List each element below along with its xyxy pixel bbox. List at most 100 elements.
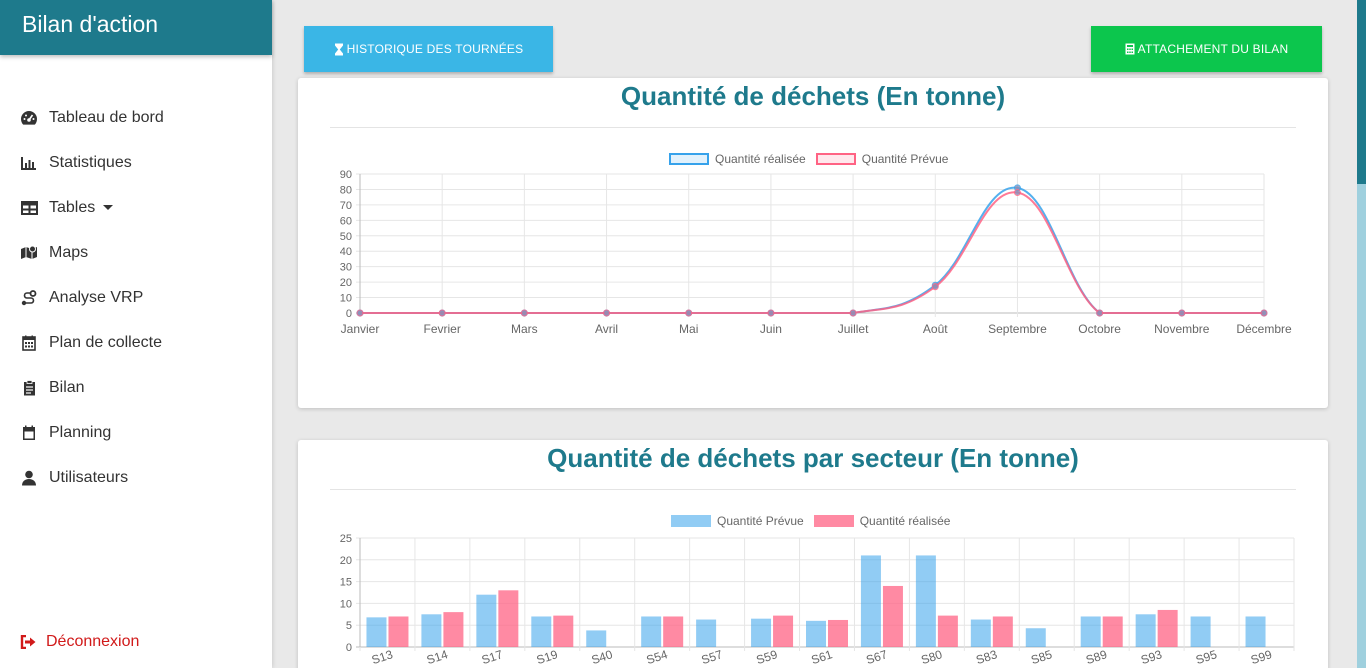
x-tick-label: Décembre <box>1236 322 1292 336</box>
x-tick-label: Juin <box>760 322 782 336</box>
x-tick-label: S54 <box>645 647 670 667</box>
x-tick-label: Juillet <box>838 322 869 336</box>
legend-swatch <box>669 153 709 165</box>
user-icon <box>20 469 38 487</box>
sidebar: Bilan d'action Tableau de bord Statistiq… <box>0 0 272 668</box>
legend-label: Quantité réalisée <box>859 514 951 528</box>
page-scrollbar[interactable] <box>1357 0 1366 668</box>
table-icon <box>20 199 38 217</box>
data-point <box>356 309 364 317</box>
legend-item[interactable]: Quantité Prévue <box>815 152 949 166</box>
divider <box>330 489 1296 490</box>
sidebar-item-analyse-vrp[interactable]: Analyse VRP <box>0 275 272 320</box>
y-tick-label: 90 <box>340 169 352 181</box>
y-tick-label: 20 <box>340 277 352 289</box>
bar <box>388 616 409 647</box>
y-tick-label: 10 <box>340 293 352 305</box>
calculator-icon <box>1125 43 1135 55</box>
sidebar-item-planning[interactable]: Planning <box>0 410 272 455</box>
sidebar-item-label: Planning <box>49 423 112 441</box>
x-tick-label: S19 <box>535 647 560 667</box>
sidebar-item-label: Bilan <box>49 378 85 396</box>
bar <box>1102 616 1123 647</box>
attachment-button-label: ATTACHEMENT DU BILAN <box>1137 42 1289 56</box>
sidebar-item-bilan[interactable]: Bilan <box>0 365 272 410</box>
chart-title: Quantité de déchets par secteur (En tonn… <box>547 443 1079 473</box>
bar <box>663 616 684 647</box>
bar <box>641 616 662 647</box>
sidebar-item-maps[interactable]: Maps <box>0 230 272 275</box>
x-tick-label: Mars <box>511 322 538 336</box>
series-line <box>360 191 1264 315</box>
sidebar-item-label: Plan de collecte <box>49 333 162 351</box>
x-tick-label: S59 <box>755 647 780 667</box>
route-icon <box>20 289 38 307</box>
x-tick-label: S40 <box>590 647 615 667</box>
x-tick-label: Septembre <box>988 322 1047 336</box>
y-tick-label: 40 <box>340 246 352 258</box>
sidebar-item-utilisateurs[interactable]: Utilisateurs <box>0 455 272 500</box>
y-tick-label: 60 <box>340 215 352 227</box>
bar <box>882 585 903 647</box>
calendar-icon <box>20 424 38 442</box>
legend-label: Quantité Prévue <box>861 152 949 166</box>
y-tick-label: 5 <box>346 620 352 632</box>
app-title[interactable]: Bilan d'action <box>0 0 272 55</box>
x-tick-label: S83 <box>974 647 999 667</box>
x-tick-label: S61 <box>809 647 834 667</box>
legend-item[interactable]: Quantité réalisée <box>669 152 806 166</box>
bar <box>696 619 717 647</box>
x-tick-label: S95 <box>1194 647 1219 667</box>
bar <box>531 616 552 647</box>
data-point <box>603 309 611 317</box>
logout-label: Déconnexion <box>46 633 140 650</box>
y-tick-label: 70 <box>340 200 352 212</box>
sidebar-item-label: Utilisateurs <box>49 468 129 486</box>
data-point <box>520 309 528 317</box>
x-tick-label: S17 <box>480 647 505 667</box>
legend-label: Quantité Prévue <box>717 514 804 528</box>
x-tick-label: S13 <box>370 647 395 667</box>
logout-link[interactable]: Déconnexion <box>20 633 139 651</box>
sign-out-icon <box>20 633 38 651</box>
data-point <box>1178 309 1186 317</box>
sidebar-item-label: Tables <box>49 198 96 216</box>
sidebar-item-tableau-de-bord[interactable]: Tableau de bord <box>0 95 272 140</box>
bar <box>443 612 464 647</box>
x-tick-label: S57 <box>700 647 725 667</box>
bar-chart: 0 5 10 15 20 25 S13 S14 S17 S19 S40 S54 S57 S59 S61 S67… <box>340 533 1295 667</box>
legend-item[interactable]: Quantité réalisée <box>813 514 951 528</box>
sidebar-item-tables[interactable]: Tables <box>0 185 272 230</box>
sidebar-item-plan-de-collecte[interactable]: Plan de collecte <box>0 320 272 365</box>
history-button[interactable]: HISTORIQUE DES TOURNÉES <box>304 26 553 72</box>
bar <box>1245 616 1266 647</box>
speedometer-icon <box>20 109 38 127</box>
scrollbar-thumb[interactable] <box>1357 0 1366 184</box>
sidebar-item-label: Maps <box>49 243 89 261</box>
x-tick-label: Octobre <box>1078 322 1121 336</box>
bar <box>773 615 794 647</box>
sidebar-nav: Tableau de bord Statistiques Tables Maps <box>0 95 272 500</box>
x-tick-label: S93 <box>1139 647 1164 667</box>
data-point <box>849 309 857 317</box>
bar <box>586 630 607 647</box>
x-tick-label: Novembre <box>1154 322 1210 336</box>
sidebar-item-label: Analyse VRP <box>49 288 144 306</box>
x-tick-label: S85 <box>1029 647 1054 667</box>
sidebar-item-statistiques[interactable]: Statistiques <box>0 140 272 185</box>
attachment-button[interactable]: ATTACHEMENT DU BILAN <box>1091 26 1322 72</box>
y-tick-label: 80 <box>340 184 352 196</box>
bar <box>476 594 497 647</box>
x-tick-label: Mai <box>679 322 698 336</box>
y-tick-label: 20 <box>340 555 352 567</box>
y-tick-label: 15 <box>340 577 352 589</box>
bar <box>553 615 574 647</box>
legend-item[interactable]: Quantité Prévue <box>671 514 804 528</box>
bar-chart-icon <box>20 154 38 172</box>
map-icon <box>20 244 38 262</box>
bar <box>915 555 936 647</box>
bar <box>828 619 848 647</box>
chart-title: Quantité de déchets (En tonne) <box>620 81 1006 111</box>
bar <box>1080 616 1101 647</box>
history-button-label: HISTORIQUE DES TOURNÉES <box>346 42 524 56</box>
